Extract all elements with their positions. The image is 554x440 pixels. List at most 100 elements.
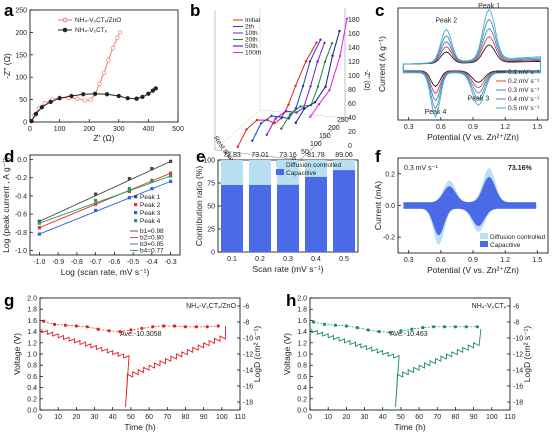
panel-e-xtick-label: 0.2: [255, 256, 265, 263]
panel-e-xtick-label: 0.4: [311, 256, 321, 263]
panel-e-legend-swatch: [276, 161, 284, 167]
panel-g-ytick-label: 1.8: [27, 307, 37, 314]
panel-d-frame: [29, 154, 181, 256]
panel-e-bar-segment: [305, 160, 327, 177]
panel-e-data-label: 89.06: [335, 152, 353, 159]
panel-d-xtick-label: -0.3: [165, 259, 177, 266]
panel-h-xtick-label: 70: [433, 414, 441, 421]
panel-e-data-label: 73.01: [251, 152, 269, 159]
panel-b-point: [317, 103, 321, 106]
panel-a-point: [101, 70, 107, 75]
panel-b-point: [265, 133, 268, 136]
panel-e-legend-label: Diffusion controlled: [286, 162, 342, 169]
panel-f-xlabel: Potential (V vs. Zn²⁺/Zn): [427, 265, 519, 275]
panel-e-bar-segment: [249, 184, 271, 252]
panel-g-ytick-label: 2.0: [27, 296, 37, 303]
panel-g-ytick-label: 1.6: [27, 318, 37, 325]
panel-f-xtick-label: 0.9: [468, 257, 478, 264]
panel-c-legend-label: 0.5 mV s⁻¹: [508, 105, 540, 112]
panel-b-point: [328, 88, 331, 92]
panel-g-average-label: Ave:-10.3058: [120, 331, 162, 338]
panel-g-logd-point: [216, 324, 220, 328]
panel-g-logd-point: [85, 325, 89, 329]
panel-a-point: [115, 35, 120, 40]
panel-b-xtick-label: 150: [319, 133, 331, 140]
panel-a-xtick-label: 200: [83, 126, 95, 133]
panel-d-point: [94, 198, 98, 203]
panel-b-legend-label: 2th: [245, 24, 254, 31]
panel-c-peak-label: Peak 3: [467, 95, 489, 102]
panel-g-ytick-label: 1.2: [27, 340, 37, 347]
panel-d-point: [150, 179, 154, 183]
panel-h-logd-point: [355, 326, 359, 330]
panel-b-ytick-label: 40: [348, 115, 356, 122]
panel-e-xtick-label: 0.3: [283, 256, 293, 263]
panel-h-logd-point: [432, 325, 436, 329]
panel-a-point: [110, 45, 116, 51]
panel-d-fit-label: b1=0.98: [140, 228, 164, 235]
panel-g-xtick-label: 20: [72, 414, 80, 421]
panel-b-point: [316, 85, 320, 88]
panel-f-scanrate-label: 0.3 mV s⁻¹: [404, 165, 438, 172]
panel-b-legend-label: 10th: [245, 30, 258, 37]
panel-a-xtick-label: 300: [113, 126, 125, 133]
panel-d-point: [37, 219, 41, 223]
panel-b-ytick-label: 160: [348, 31, 360, 38]
panel-e-ytick-label: 50: [207, 204, 215, 211]
panel-b-point: [259, 122, 263, 125]
panel-h-ytick-right-label: -16: [513, 384, 523, 391]
panel-a-point: [75, 96, 80, 101]
panel-a-point: [118, 30, 123, 35]
panel-d-legend-marker: [134, 203, 138, 207]
panel-d-point: [94, 192, 98, 196]
panel-a-xtick-label: 100: [54, 126, 66, 133]
panel-label-h: h: [286, 291, 296, 310]
panel-g-ytick-right-label: -8: [243, 320, 249, 327]
panel-b-ytick-label: 140: [348, 45, 360, 52]
panel-label-e: e: [196, 147, 205, 166]
panel-b-point: [309, 85, 312, 88]
panel-d-legend-marker: [134, 195, 138, 199]
panel-f-legend-label: Diffusion controlled: [490, 234, 546, 241]
panel-g-ytick-right-label: -12: [243, 352, 253, 359]
panel-d-fit-label: b3=0.85: [140, 241, 164, 248]
panel-e-ytick-label: 25: [207, 227, 215, 234]
panel-d-point: [127, 187, 131, 191]
panel-e-data-label: 72.83: [223, 152, 241, 159]
panel-h-ytick-right-label: -8: [513, 320, 519, 327]
panel-g-logd-point: [162, 324, 166, 328]
panel-e-ytick-label: 75: [207, 181, 215, 188]
panel-h-xtick-label: 90: [470, 414, 478, 421]
panel-b-point: [330, 42, 334, 45]
panel-g-xtick-label: 30: [91, 414, 99, 421]
panel-h-logd-point: [377, 330, 381, 334]
panel-d-fit-label: b4=0.77: [140, 248, 164, 255]
panel-g-ytick-label: 0.6: [27, 374, 37, 381]
panel-f-xtick-label: 1.2: [500, 257, 510, 264]
panel-g-ytick-label: 0.0: [27, 408, 37, 415]
panel-b-ytick-label: 180: [348, 17, 360, 24]
panel-a-legend-label: NH₄-V₂CTₓ/ZnO: [75, 17, 121, 24]
panel-d-point: [37, 226, 41, 230]
panel-a-point: [146, 91, 151, 96]
panel-a-point: [39, 105, 44, 110]
panel-h-xtick-label: 60: [415, 414, 423, 421]
panel-a-ytick-label: 100: [15, 75, 27, 82]
panel-b-series-line: [251, 39, 321, 142]
panel-a-point: [81, 92, 86, 97]
panel-g-xtick-label: 60: [145, 414, 153, 421]
panel-g-ytick-label: 1.4: [27, 329, 37, 336]
panel-g-logd-point: [183, 325, 188, 329]
panel-a-point: [106, 58, 111, 63]
panel-g-logd-point: [63, 323, 68, 327]
panel-label-g: g: [4, 291, 14, 310]
panel-a-xtick-label: 400: [143, 126, 155, 133]
panel-d-xtick-label: -0.5: [127, 259, 139, 266]
panel-e-data-label: 81.78: [307, 152, 325, 159]
panel-a-frame: [29, 9, 179, 123]
panel-g-logd-point: [151, 325, 155, 329]
panel-d-ytick-label: -0.4: [15, 193, 27, 200]
panel-e-ytick-label: 100: [203, 158, 215, 165]
panel-g-ytick-right-label: -16: [243, 384, 253, 391]
panel-c-ylabel: Current (A g⁻¹): [377, 36, 387, 92]
